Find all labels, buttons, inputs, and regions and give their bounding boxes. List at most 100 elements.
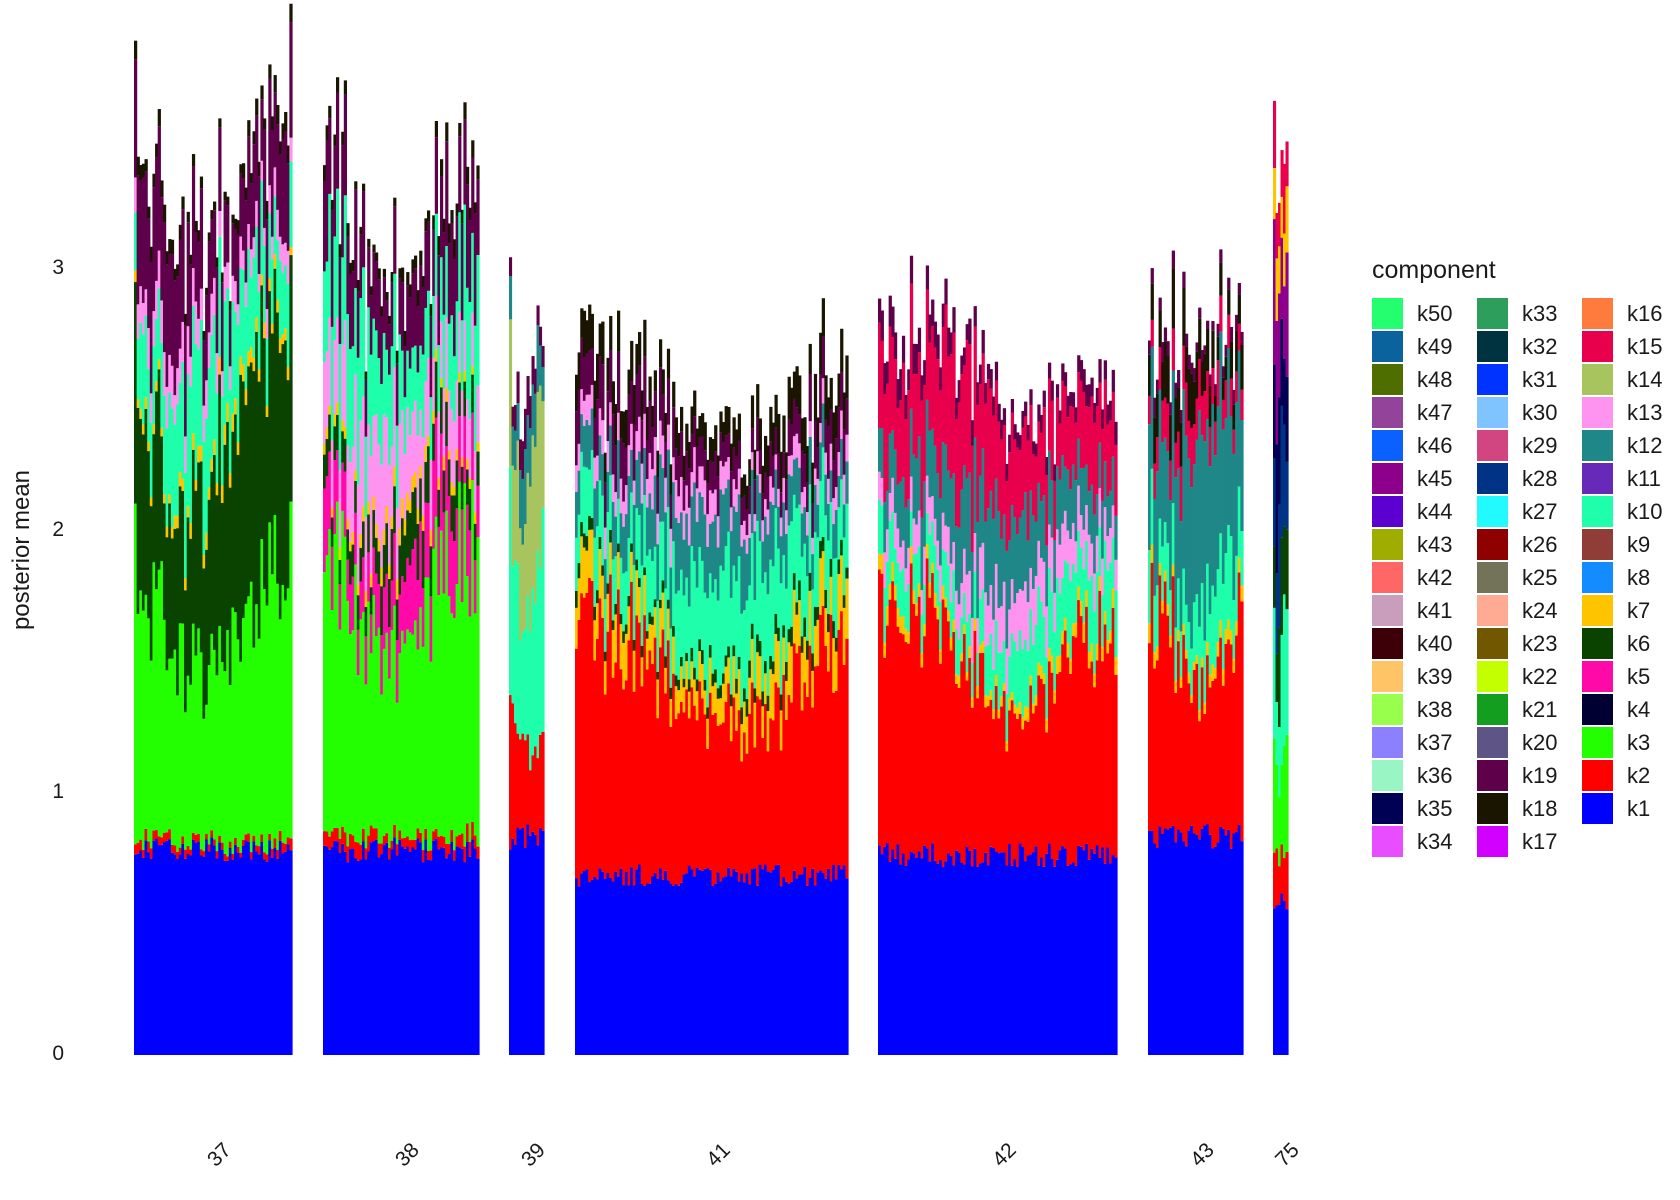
bar-segment-k15 [1071,406,1076,465]
bar-segment-k5 [419,521,423,608]
bar-segment-k1 [1114,857,1118,1055]
legend-swatch [1477,793,1508,824]
legend-item-k25: k25 [1477,561,1582,594]
bar-segment-k6 [328,414,332,452]
bar-segment-k18 [194,220,198,233]
bar-segment-k6 [635,559,639,571]
bar-segment-k7 [936,606,940,620]
bar-segment-k19 [737,440,741,469]
bar-segment-k19 [685,451,689,486]
bar-segment-k1 [834,879,839,1055]
legend-item-k29: k29 [1477,429,1582,462]
bar-segment-k2 [1111,607,1115,856]
bar-segment-k18 [666,348,671,379]
bar-segment-k6 [729,694,734,707]
bar-segment-k18 [1155,393,1160,438]
bar-segment-k13 [1053,592,1057,633]
bar-segment-k1 [821,873,825,1055]
bar-segment-k15 [984,403,988,522]
bar-segment-k18 [606,357,610,392]
bar-segment-k15 [1213,421,1218,456]
bar-segment-k10 [888,520,892,584]
bar-segment-k5 [406,557,410,630]
bar-segment-k2 [769,718,773,873]
bar-segment-k15 [1227,314,1231,348]
bar-segment-k10 [596,526,600,591]
bar-segment-k5 [468,530,472,617]
bar-segment-k1 [622,885,626,1055]
bar-segment-k7 [445,388,449,402]
bar-segment-k10 [541,507,545,732]
bar-segment-k1 [476,858,480,1055]
bar-segment-k2 [994,685,999,852]
bar-segment-k12 [891,430,895,478]
bar-segment-k3 [473,613,477,836]
bar-segment-k6 [596,590,600,604]
bar-segment-k12 [928,430,932,498]
bar-segment-k15 [965,340,969,479]
bar-segment-k10 [619,557,623,614]
bar-segment-k6 [740,707,744,725]
bar-segment-k10 [962,592,967,625]
bar-segment-k10 [199,319,204,446]
bar-segment-k1 [672,885,676,1055]
legend-swatch [1477,760,1508,791]
legend-label: k32 [1522,333,1558,359]
bar-segment-k6 [419,478,423,522]
bar-segment-k13 [606,441,610,472]
bar-segment-k19 [701,436,705,467]
bar-segment-k18 [1206,328,1210,372]
bar-segment-k18 [656,450,660,478]
bar-segment-k18 [743,474,747,496]
bar-segment-k13 [1024,581,1028,640]
bar-segment-k12 [588,425,592,470]
bar-segment-k2 [1061,644,1065,847]
bar-segment-k10 [442,314,446,389]
legend-swatch [1582,298,1613,329]
bar-segment-k7 [611,630,615,678]
bar-segment-k2 [1240,601,1244,842]
bar-segment-k6 [356,595,360,630]
bar-segment-k2 [624,680,629,872]
bar-segment-k12 [672,482,676,542]
bar-segment-k12 [539,345,543,386]
bar-segment-k1 [466,841,470,1055]
bar-segment-k19 [957,380,961,403]
bar-segment-k7 [468,478,472,489]
bar-segment-k13 [330,439,334,508]
bar-segment-k18 [811,462,815,504]
bar-segment-k3 [458,481,462,835]
legend-item-k16: k16 [1582,297,1680,330]
legend-item-k12: k12 [1582,429,1680,462]
bar-segment-k7 [338,547,342,560]
bar-segment-k7 [698,651,702,682]
bar-segment-k12 [766,534,770,595]
bar-segment-k10 [984,647,988,696]
bar-segment-k15 [1013,439,1017,518]
bar-segment-k7 [416,508,420,524]
bar-segment-k10 [912,554,916,591]
bar-segment-k7 [965,672,969,681]
bar-segment-k7 [134,270,138,283]
bar-segment-k18 [181,196,185,210]
bar-segment-k1 [377,857,381,1055]
bar-segment-k3 [463,483,467,847]
bar-segment-k1 [531,831,535,1055]
bar-segment-k2 [617,589,621,877]
bar-segment-k18 [577,352,581,390]
bar-segment-k10 [152,346,156,425]
bar-segment-k19 [698,437,702,467]
bar-segment-k18 [622,411,626,444]
bar-segment-k3 [191,623,196,834]
bar-segment-k3 [403,643,407,838]
bar-segment-k7 [1008,697,1012,711]
bar-segment-k1 [149,858,154,1055]
bar-segment-k1 [1200,828,1205,1055]
bar-segment-k18 [473,202,477,214]
bar-segment-k19 [1190,362,1194,374]
bar-segment-k18 [758,418,762,450]
bar-segment-k1 [1018,843,1022,1055]
legend-swatch [1372,397,1403,428]
bar-segment-k19 [888,295,892,327]
bar-segment-k19 [539,326,543,346]
